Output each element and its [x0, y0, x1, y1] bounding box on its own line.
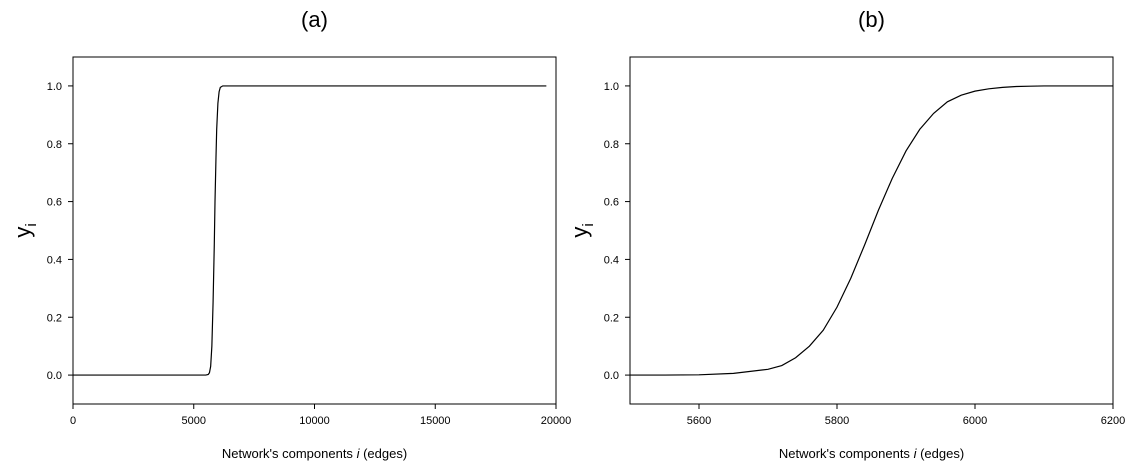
y-tick-label: 0.2	[47, 312, 62, 324]
chart-panel-a: (a) 0 5000 10000 15000 20000 0.0 0.2 0.4 0.6 0.8 1.…	[10, 7, 571, 461]
x-axis-label: Network's components i (edges)	[779, 446, 964, 461]
chart-panel-b: (b) 5600 5800 6000 6200 0.0 0.2 0.4 0.6 0.8 1.0 Net…	[567, 7, 1125, 461]
y-tick-label: 0.2	[604, 312, 619, 324]
x-tick-label: 5600	[687, 415, 711, 427]
y-tick-label: 0.4	[47, 254, 62, 266]
x-tick-label: 20000	[541, 415, 572, 427]
plot-frame	[72, 56, 557, 405]
x-tick-label: 5800	[825, 415, 849, 427]
x-axis-label: Network's components i (edges)	[222, 446, 407, 461]
x-tick-label: 15000	[420, 415, 451, 427]
y-tick-label: 0.6	[47, 197, 62, 209]
series-line	[630, 85, 1113, 376]
chart-title: (b)	[858, 7, 885, 32]
x-tick-label: 0	[70, 415, 76, 427]
plot-frame	[629, 56, 1114, 405]
y-tick-label: 0.8	[47, 139, 62, 151]
y-axis-label: yi	[10, 223, 40, 237]
y-tick-label: 0.0	[47, 370, 62, 382]
y-axis-label: yi	[567, 223, 597, 237]
x-tick-label: 6200	[1101, 415, 1125, 427]
y-tick-label: 0.4	[604, 254, 619, 266]
x-tick-label: 10000	[299, 415, 330, 427]
y-tick-label: 0.0	[604, 370, 619, 382]
x-tick-label: 6000	[963, 415, 987, 427]
y-tick-label: 0.6	[604, 197, 619, 209]
y-tick-label: 0.8	[604, 139, 619, 151]
y-tick-label: 1.0	[604, 81, 619, 93]
x-tick-label: 5000	[182, 415, 206, 427]
y-tick-label: 1.0	[47, 81, 62, 93]
chart-title: (a)	[301, 7, 328, 32]
series-line	[73, 85, 547, 376]
